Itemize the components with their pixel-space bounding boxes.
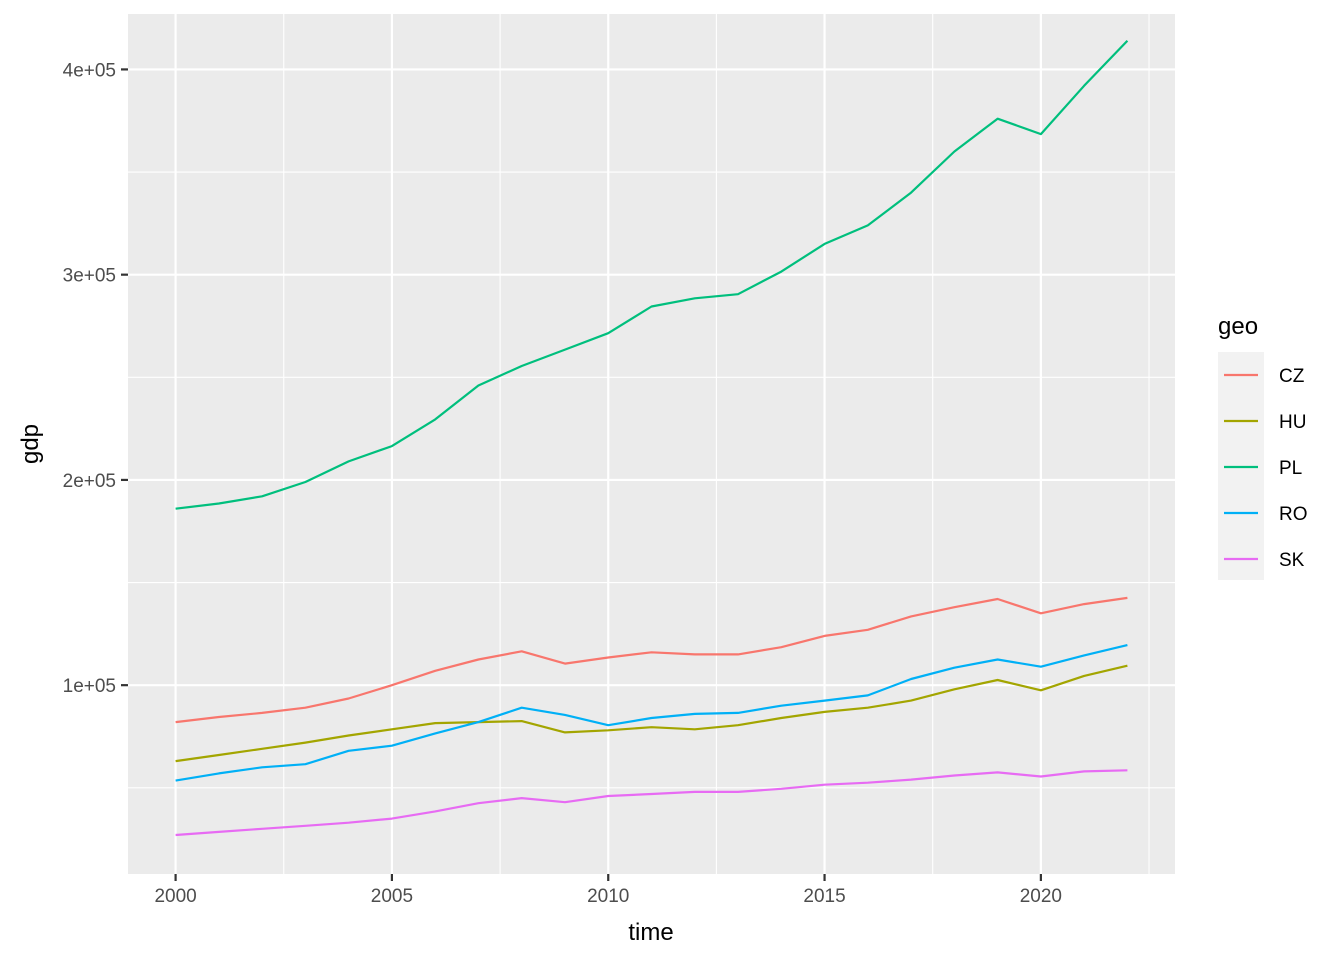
x-tick-label: 2000 [154, 886, 196, 907]
legend-title: geo [1218, 313, 1258, 340]
legend-label-pl: PL [1279, 458, 1302, 479]
x-tick-label: 2005 [371, 886, 413, 907]
y-axis-ticks: 1e+05 2e+05 3e+05 4e+05 [63, 60, 128, 697]
legend: geo CZ HU PL RO SK [1218, 313, 1308, 580]
series-line-cz [175, 596, 1128, 724]
major-gridlines [128, 14, 1175, 874]
y-tick-label: 4e+05 [63, 60, 116, 81]
minor-gridlines [128, 14, 1175, 874]
y-tick-label: 2e+05 [63, 471, 116, 492]
series-line-pl [175, 39, 1129, 510]
series-line-ro [175, 644, 1128, 782]
panel-background [128, 14, 1175, 874]
series-lines [175, 39, 1129, 837]
y-tick-label: 3e+05 [63, 266, 116, 287]
y-axis-title: gdp [17, 424, 44, 464]
x-axis-ticks: 2000 2005 2010 2015 2020 [154, 874, 1062, 907]
y-tick-label: 1e+05 [63, 676, 116, 697]
legend-label-cz: CZ [1279, 366, 1305, 387]
x-tick-label: 2020 [1020, 886, 1062, 907]
x-axis-title: time [628, 919, 673, 946]
legend-label-ro: RO [1279, 504, 1308, 525]
series-line-hu [175, 664, 1128, 763]
series-line-sk [175, 769, 1128, 837]
x-tick-label: 2010 [587, 886, 629, 907]
legend-label-sk: SK [1279, 550, 1305, 571]
x-tick-label: 2015 [803, 886, 845, 907]
legend-label-hu: HU [1279, 412, 1306, 433]
